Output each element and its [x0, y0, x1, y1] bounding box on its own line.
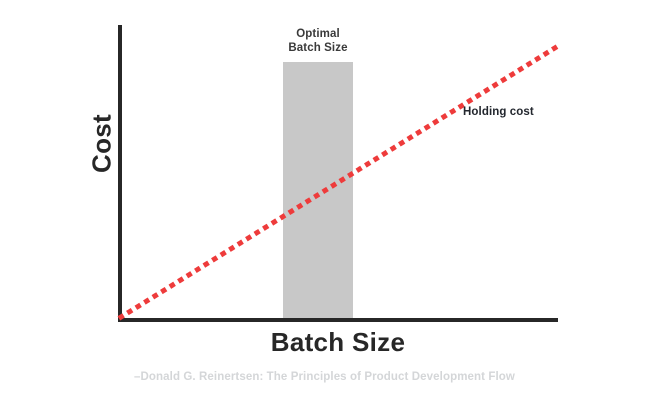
- x-axis-title: Batch Size: [270, 327, 406, 357]
- y-axis-line: [118, 25, 122, 322]
- x-axis-line: [118, 318, 558, 322]
- optimal-batch-size-label-line2: Batch Size: [288, 42, 348, 54]
- y-axis-title: Cost: [86, 114, 117, 173]
- holding-cost-label: Holding cost: [463, 106, 534, 118]
- attribution-caption: –Donald G. Reinertsen: The Principles of…: [134, 371, 515, 383]
- holding-cost-line: [117, 41, 563, 321]
- optimal-batch-size-band: [283, 62, 353, 319]
- optimal-batch-size-label: Optimal Batch Size: [258, 27, 378, 55]
- optimal-batch-size-label-line1: Optimal: [296, 28, 340, 40]
